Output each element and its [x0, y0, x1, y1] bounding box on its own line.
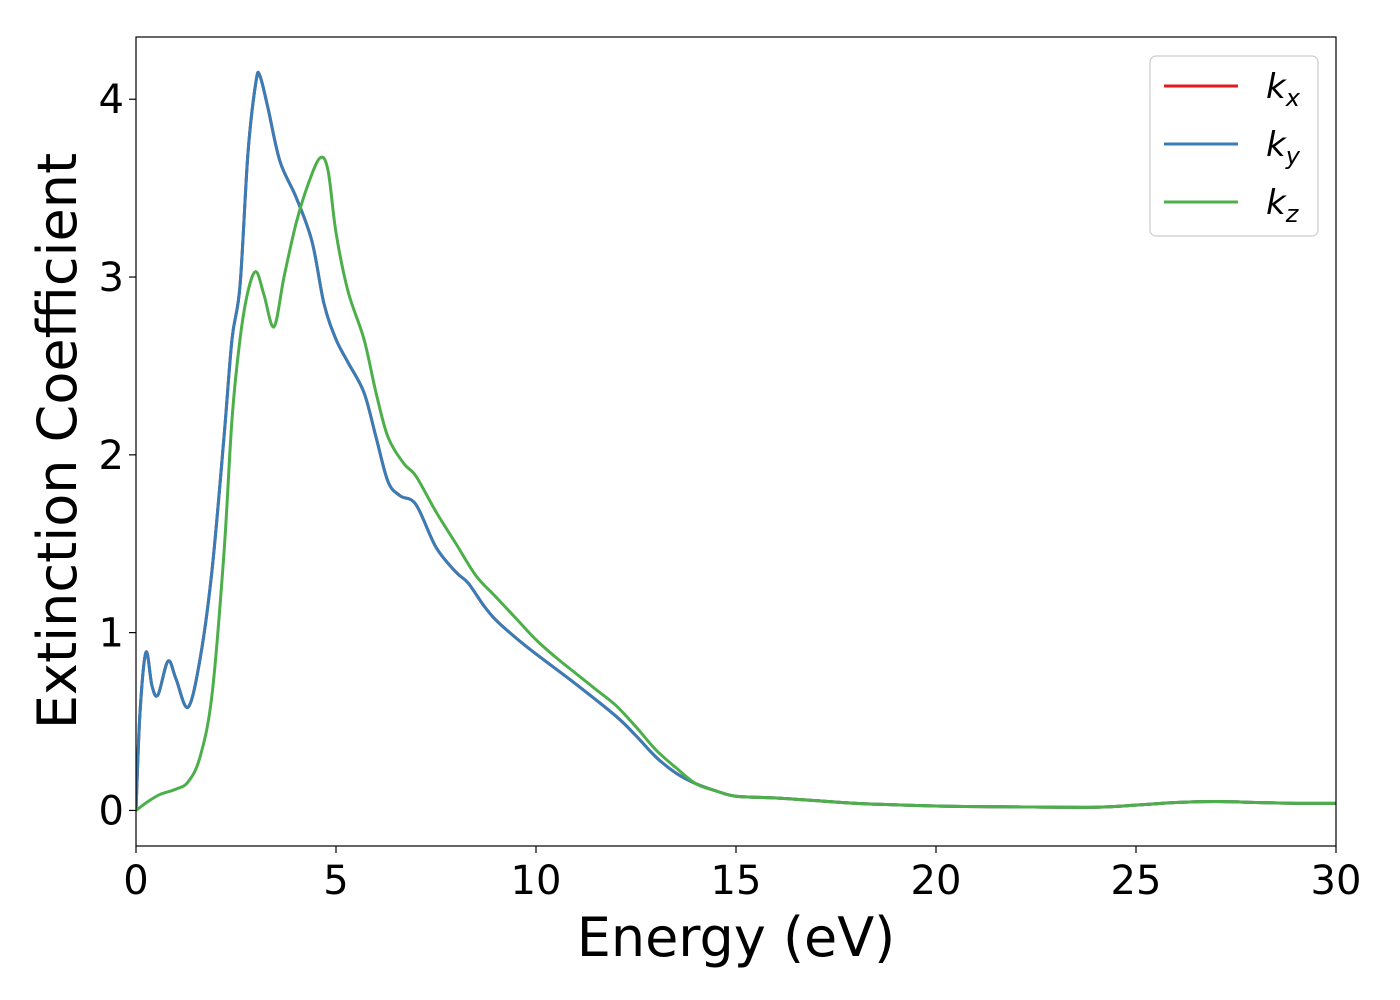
legend-label-ky: ky — [1266, 125, 1301, 170]
x-tick-label: 15 — [711, 858, 762, 904]
plot-area — [135, 36, 1337, 847]
x-axis-ticks: 0 5 10 15 20 25 30 — [123, 846, 1361, 904]
y-axis-ticks: 0 1 2 3 4 — [99, 77, 136, 834]
x-axis-label: Energy (eV) — [577, 906, 896, 969]
y-tick-label: 3 — [99, 255, 124, 301]
series-lines — [136, 70, 1336, 812]
y-tick-label: 2 — [99, 433, 124, 479]
x-tick-label: 10 — [511, 858, 562, 904]
x-tick-label: 0 — [123, 858, 148, 904]
legend-box — [1149, 55, 1319, 237]
y-tick-label: 4 — [99, 77, 124, 123]
x-tick-label: 25 — [1111, 858, 1162, 904]
legend-label-kx: kx — [1266, 67, 1301, 112]
y-axis-label: Extinction Coefficient — [26, 153, 89, 729]
series-line-kz — [136, 155, 1336, 812]
y-tick-label: 0 — [99, 788, 124, 834]
x-tick-label: 30 — [1311, 858, 1362, 904]
x-tick-label: 5 — [323, 858, 348, 904]
x-tick-label: 20 — [911, 858, 962, 904]
y-tick-label: 1 — [99, 611, 124, 657]
